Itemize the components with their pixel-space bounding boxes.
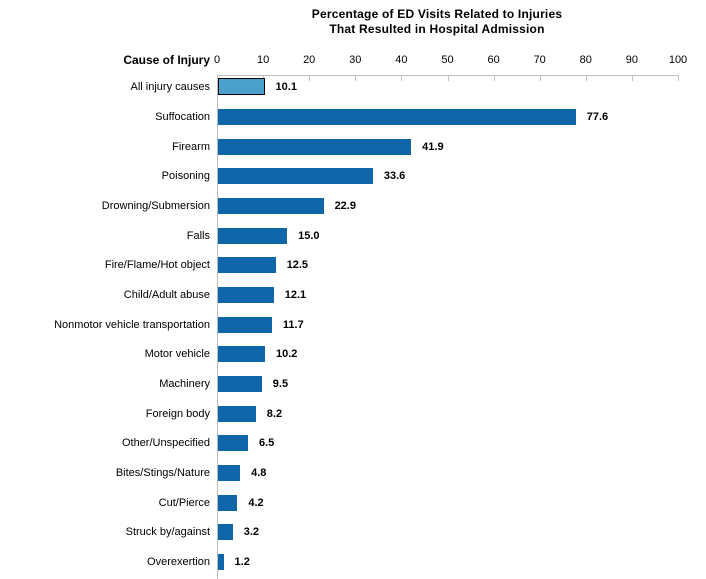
category-label: Overexertion	[147, 556, 210, 569]
bar	[218, 197, 324, 214]
x-tick-mark	[493, 76, 495, 81]
category-label: Firearm	[172, 140, 210, 153]
x-tick-mark	[401, 76, 403, 81]
category-label: Struck by/against	[125, 526, 210, 539]
category-label: Cut/Pierce	[158, 496, 210, 509]
bar	[218, 78, 265, 96]
value-label: 41.9	[422, 140, 444, 153]
x-tick-mark	[447, 76, 449, 81]
bar	[218, 168, 373, 185]
x-tick-mark	[355, 76, 357, 81]
bar-row: All injury causes 10.1	[0, 78, 706, 96]
chart-title: Percentage of ED Visits Related to Injur…	[207, 7, 667, 37]
x-tick-mark	[678, 76, 679, 81]
category-label: Falls	[186, 229, 210, 242]
bar-row: Struck by/against 3.2	[0, 524, 706, 541]
bar-row: Bites/Stings/Nature 4.8	[0, 465, 706, 481]
category-label: Drowning/Submersion	[101, 199, 210, 212]
value-label: 4.2	[248, 496, 264, 509]
bar	[218, 494, 238, 511]
bar	[218, 227, 288, 244]
x-tick-label: 100	[668, 54, 688, 66]
x-tick-label: 80	[579, 54, 592, 66]
bar-row: Suffocation 77.6	[0, 108, 706, 125]
value-label: 33.6	[383, 170, 406, 183]
bar	[218, 108, 576, 125]
bar	[218, 465, 241, 481]
x-tick-mark	[539, 76, 541, 81]
bar-row: Cut/Pierce 4.2	[0, 494, 706, 511]
value-label: 15.0	[298, 229, 320, 242]
bar-row: Overexertion 1.2	[0, 554, 706, 571]
category-label: Other/Unspecified	[121, 437, 210, 450]
y-axis-line	[217, 75, 218, 579]
bar	[218, 286, 274, 303]
bar-row: Poisoning 33.6	[0, 168, 706, 185]
bar-row: Falls 15.0	[0, 227, 706, 244]
bar-row: Motor vehicle 10.2	[0, 346, 706, 363]
bar	[218, 257, 276, 274]
x-tick-label: 70	[533, 54, 546, 66]
value-label: 11.7	[282, 318, 304, 331]
bar	[218, 376, 262, 392]
value-label: 1.2	[234, 556, 250, 569]
category-label: Bites/Stings/Nature	[115, 467, 210, 479]
value-label: 6.5	[258, 437, 275, 450]
bar-row: Child/Adult abuse 12.1	[0, 286, 706, 303]
bar	[218, 554, 224, 571]
bar	[218, 524, 233, 541]
x-tick-label: 20	[303, 54, 316, 66]
x-tick-mark	[585, 76, 587, 81]
chart-title-line-1: Percentage of ED Visits Related to Injur…	[311, 7, 563, 21]
y-axis-title: Cause of Injury	[123, 53, 210, 67]
x-tick-label: 40	[395, 54, 408, 66]
category-label: Machinery	[159, 378, 210, 390]
x-tick-label: 60	[487, 54, 500, 66]
category-label: Child/Adult abuse	[123, 288, 210, 301]
value-label: 9.5	[272, 378, 289, 390]
bar	[218, 316, 272, 333]
category-label: All injury causes	[130, 81, 210, 94]
category-label: Poisoning	[161, 170, 210, 183]
x-tick-label: 90	[625, 54, 639, 66]
category-label: Motor vehicle	[144, 348, 210, 361]
bar-row: Firearm 41.9	[0, 138, 706, 155]
bar	[218, 435, 248, 452]
bar	[218, 405, 256, 422]
chart-title-line-2: That Resulted in Hospital Admission	[329, 22, 545, 36]
bar-row: Drowning/Submersion 22.9	[0, 197, 706, 214]
x-tick-label: 30	[349, 54, 362, 66]
category-label: Suffocation	[155, 110, 210, 123]
category-label: Foreign body	[145, 407, 210, 420]
bar-row: Fire/Flame/Hot object 12.5	[0, 257, 706, 274]
bar	[218, 138, 412, 155]
bar-row: Nonmotor vehicle transportation 11.7	[0, 316, 706, 333]
x-tick-mark	[309, 76, 311, 81]
value-label: 10.1	[275, 81, 297, 94]
x-tick-mark	[631, 76, 633, 81]
value-label: 10.2	[276, 348, 298, 361]
value-label: 12.1	[284, 288, 307, 301]
x-tick-label: 50	[441, 54, 454, 66]
category-label: Fire/Flame/Hot object	[104, 259, 210, 272]
bar	[218, 346, 266, 363]
x-tick-label: 0	[213, 54, 221, 66]
x-tick-label: 10	[256, 54, 270, 66]
bar-row: Machinery 9.5	[0, 376, 706, 392]
bar-row: Other/Unspecified 6.5	[0, 435, 706, 452]
value-label: 8.2	[266, 407, 283, 420]
value-label: 4.8	[251, 467, 267, 479]
x-axis-line	[217, 75, 679, 76]
bar-row: Foreign body 8.2	[0, 405, 706, 422]
value-label: 22.9	[334, 199, 356, 212]
category-label: Nonmotor vehicle transportation	[54, 318, 210, 331]
value-label: 77.6	[586, 110, 609, 123]
value-label: 3.2	[243, 526, 260, 539]
value-label: 12.5	[286, 259, 309, 272]
